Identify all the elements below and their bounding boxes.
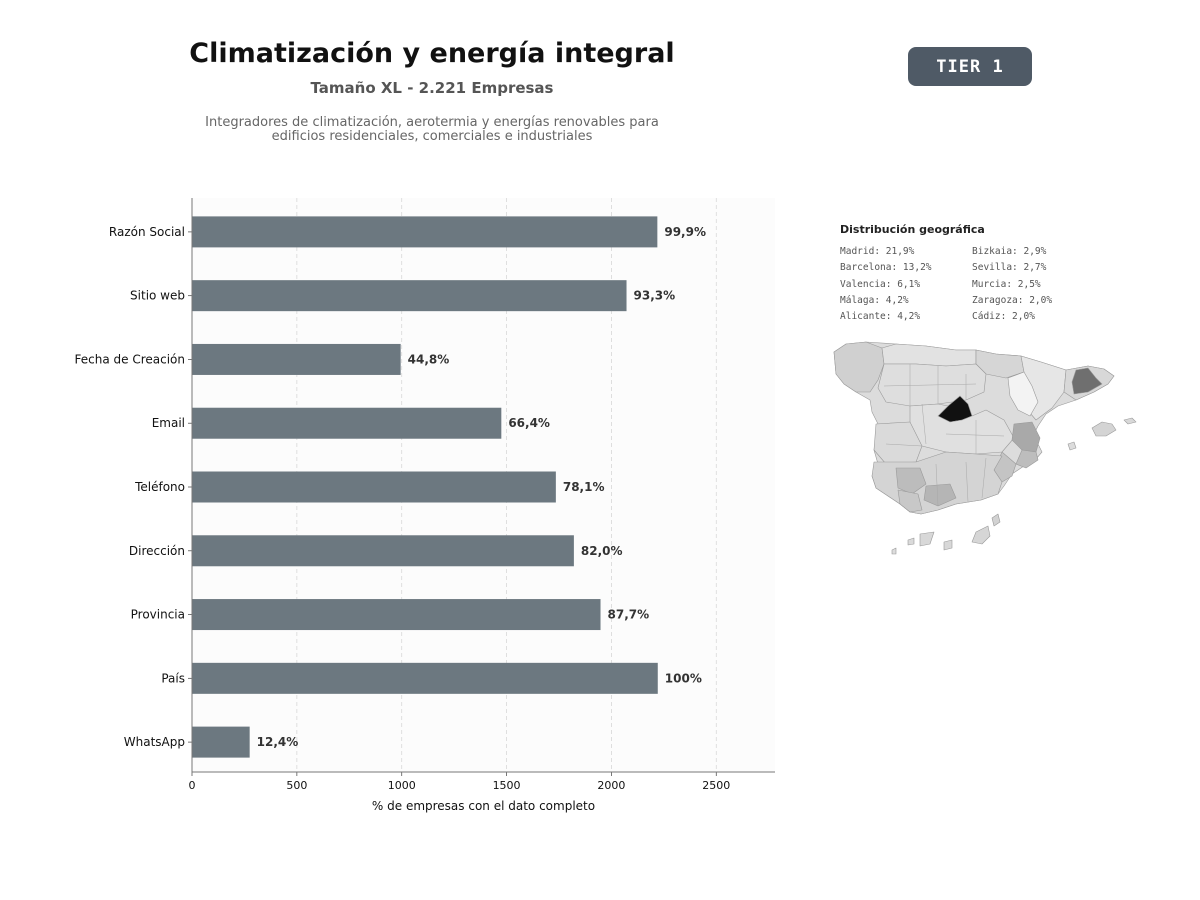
x-tick-label: 0 [189,779,196,792]
map-region-clm [909,403,1015,455]
bar [192,599,601,631]
x-tick-label: 1000 [388,779,416,792]
map-region-balearics [1091,421,1117,437]
completeness-bar-chart: 0 500 1000 1500 2000 2500 Razón Social 99,9% Sit… [75,198,775,813]
y-tick-label: Sitio web [130,289,185,303]
map-region-galicia [833,341,885,393]
description-line-2: edificios residenciales, comerciales e i… [271,129,593,144]
data-label: 87,7% [608,608,650,622]
map-region-canaries-2 [971,525,991,545]
geo-item: Cádiz: 2,0% [972,311,1035,323]
x-tick-label: 1500 [493,779,521,792]
bar [192,471,556,503]
y-tick-label: País [161,671,185,685]
data-label: 66,4% [508,416,550,430]
geo-item: Alicante: 4,2% [840,311,921,323]
bar [192,407,502,439]
map-region-barcelona [1071,367,1103,395]
y-tick-label: Teléfono [134,480,185,494]
map-region-sevilla [895,467,927,495]
bar [192,662,658,694]
geo-distribution-list: Madrid: 21,9% Bizkaia: 2,9% Barcelona: 1… [840,246,1080,323]
data-label: 44,8% [408,352,450,366]
geo-item: Sevilla: 2,7% [972,262,1047,274]
y-tick-label: Fecha de Creación [75,352,185,366]
map-region-alicante [1015,449,1039,469]
x-tick-label: 2000 [597,779,625,792]
geo-item: Valencia: 6,1% [840,278,921,290]
y-tick-label: Dirección [129,544,185,558]
y-tick-label: WhatsApp [124,735,185,749]
bar [192,535,574,567]
page-description: Integradores de climatización, aerotermi… [192,116,672,144]
x-tick-label: 2500 [702,779,730,792]
geo-item: Málaga: 4,2% [840,294,909,306]
map-region-canaries-6 [891,547,897,555]
data-label: 100% [665,671,702,685]
map-region-ibiza [1067,441,1077,451]
geo-item: Zaragoza: 2,0% [972,294,1053,306]
map-region-zaragoza [1007,371,1039,417]
page-title: Climatización y energía integral [189,38,675,69]
map-region-menorca [1123,417,1137,425]
geo-item: Murcia: 2,5% [972,278,1041,290]
map-region-canaries-3 [943,539,953,551]
map-region-malaga [923,483,957,507]
x-tick-label: 500 [286,779,307,792]
map-region-canaries-1 [991,513,1001,527]
bar [192,216,658,248]
bar [192,343,401,375]
spain-province-map [833,341,1137,555]
geo-item: Madrid: 21,9% [840,246,915,257]
map-region-canaries-5 [907,537,915,546]
y-tick-label: Email [152,416,185,430]
map-region-cadiz [897,489,923,513]
map-region-canaries-4 [919,531,935,547]
description-line-1: Integradores de climatización, aerotermi… [205,115,659,130]
data-label: 12,4% [257,735,299,749]
geo-item: Barcelona: 13,2% [840,262,932,274]
geo-distribution-title: Distribución geográfica [840,223,985,236]
geo-item: Bizkaia: 2,9% [972,246,1047,257]
y-tick-label: Provincia [131,608,185,622]
data-label: 78,1% [563,480,605,494]
data-label: 99,9% [664,225,706,239]
x-axis-label: % de empresas con el dato completo [372,799,595,813]
data-label: 82,0% [581,544,623,558]
page-subtitle: Tamaño XL - 2.221 Empresas [310,79,554,97]
tier-badge: TIER 1 [908,47,1032,86]
y-tick-label: Razón Social [109,225,185,239]
map-region-north [881,343,977,367]
bar [192,280,627,312]
bar [192,726,250,758]
data-label: 93,3% [634,289,676,303]
